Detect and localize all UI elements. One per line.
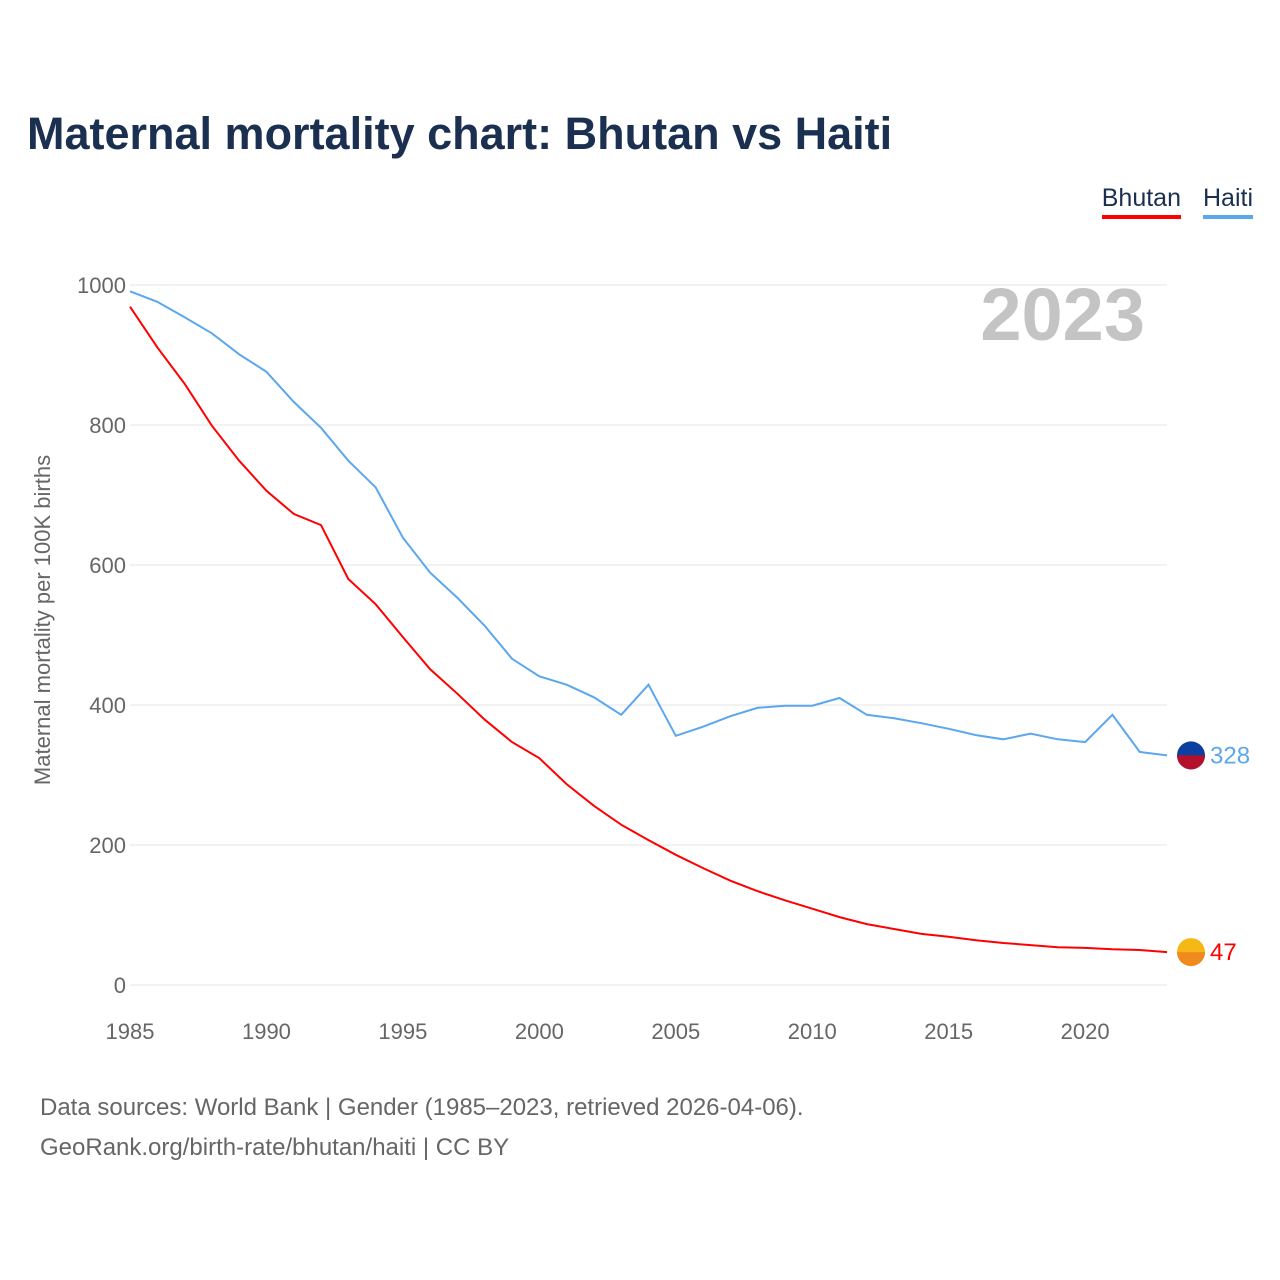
x-tick-label: 1995 bbox=[378, 1019, 427, 1044]
x-tick-label: 2005 bbox=[651, 1019, 700, 1044]
y-tick-label: 600 bbox=[89, 553, 126, 578]
year-label: 2023 bbox=[980, 273, 1145, 356]
series-line-bhutan bbox=[129, 306, 1168, 954]
y-tick-label: 0 bbox=[114, 973, 126, 998]
x-tick-label: 2000 bbox=[515, 1019, 564, 1044]
y-axis-label: Maternal mortality per 100K births bbox=[30, 455, 55, 785]
legend-bhutan[interactable]: Bhutan bbox=[1101, 184, 1181, 219]
legend-haiti[interactable]: Haiti bbox=[1202, 184, 1253, 219]
x-tick-label: 1990 bbox=[242, 1019, 291, 1044]
x-tick-label: 1985 bbox=[106, 1019, 155, 1044]
x-tick-label: 2020 bbox=[1061, 1019, 1110, 1044]
end-value-label: 47 bbox=[1210, 939, 1237, 966]
source-line-2: GeoRank.org/birth-rate/bhutan/haiti | CC… bbox=[40, 1134, 510, 1161]
end-value-label: 328 bbox=[1210, 742, 1250, 769]
chart-title: Maternal mortality chart: Bhutan vs Hait… bbox=[27, 108, 893, 159]
x-tick-label: 2010 bbox=[788, 1019, 837, 1044]
sources: Data sources: World Bank | Gender (1985–… bbox=[40, 1088, 804, 1168]
source-line-1: Data sources: World Bank | Gender (1985–… bbox=[40, 1094, 804, 1121]
x-tick-label: 2015 bbox=[924, 1019, 973, 1044]
y-tick-label: 1000 bbox=[77, 273, 126, 298]
y-tick-label: 400 bbox=[89, 693, 126, 718]
y-tick-label: 800 bbox=[89, 413, 126, 438]
legend: Bhutan Haiti bbox=[1101, 184, 1253, 219]
y-tick-label: 200 bbox=[89, 833, 126, 858]
flag-bhutan-lower bbox=[1177, 952, 1205, 967]
flag-haiti-lower bbox=[1177, 755, 1205, 770]
series-line-haiti bbox=[129, 290, 1168, 757]
